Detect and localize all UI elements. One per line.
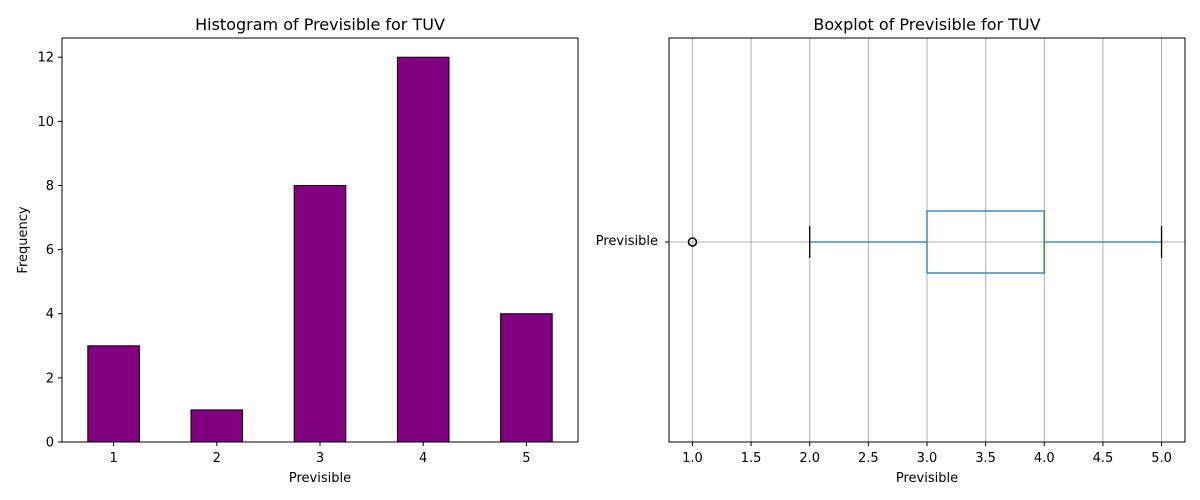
boxplot-x-tick-label: 3.5 bbox=[975, 451, 996, 466]
histogram-bars bbox=[87, 56, 553, 443]
boxplot-category-label: Previsible bbox=[596, 234, 658, 249]
histogram-bar bbox=[293, 184, 347, 443]
histogram-x-tick-label: 5 bbox=[522, 451, 530, 466]
boxplot-x-tick-label: 5.0 bbox=[1151, 451, 1172, 466]
histogram-bar bbox=[87, 345, 140, 443]
boxplot-x-tick-label: 2.5 bbox=[858, 451, 879, 466]
histogram-bar bbox=[396, 56, 450, 443]
histogram-y-tick-label: 8 bbox=[46, 179, 54, 194]
histogram-y-ticks: 0 2 4 6 8 10 12 bbox=[37, 51, 62, 451]
histogram-y-tick-label: 0 bbox=[46, 436, 54, 451]
histogram-y-tick-label: 10 bbox=[37, 115, 54, 130]
boxplot-x-ticks: 1.0 1.5 2.0 2.5 3.0 3.5 4.0 4.5 5.0 bbox=[665, 241, 1172, 466]
boxplot-elements bbox=[687, 210, 1163, 274]
histogram-x-label: Previsible bbox=[289, 471, 351, 486]
histogram-title: Histogram of Previsible for TUV bbox=[195, 15, 445, 34]
histogram-y-tick-label: 4 bbox=[46, 307, 54, 322]
boxplot-axes-frame bbox=[668, 37, 1186, 443]
histogram-y-label: Frequency bbox=[16, 206, 31, 273]
histogram-x-ticks: 1 2 3 4 5 bbox=[109, 442, 531, 466]
histogram-x-tick-label: 3 bbox=[316, 451, 324, 466]
histogram-x-tick-label: 4 bbox=[419, 451, 427, 466]
boxplot-outlier bbox=[687, 237, 698, 247]
boxplot-x-tick-label: 3.0 bbox=[917, 451, 938, 466]
boxplot-x-tick-label: 4.5 bbox=[1093, 451, 1114, 466]
histogram-x-tick-label: 1 bbox=[109, 451, 117, 466]
histogram-bar bbox=[190, 409, 244, 443]
histogram-y-tick-label: 2 bbox=[46, 371, 54, 386]
histogram-y-tick-label: 12 bbox=[37, 51, 54, 66]
boxplot-x-tick-label: 1.0 bbox=[682, 451, 703, 466]
boxplot-x-tick-label: 4.0 bbox=[1034, 451, 1055, 466]
boxplot-x-tick-label: 1.5 bbox=[741, 451, 762, 466]
boxplot-x-tick-label: 2.0 bbox=[799, 451, 820, 466]
histogram-y-tick-label: 6 bbox=[46, 243, 54, 258]
boxplot-panel: Boxplot of Previsible for TUV 1.0 1.5 2.0 2… bbox=[596, 15, 1186, 486]
boxplot-x-label: Previsible bbox=[896, 471, 958, 486]
boxplot-title: Boxplot of Previsible for TUV bbox=[813, 15, 1040, 34]
histogram-x-tick-label: 2 bbox=[213, 451, 221, 466]
histogram-axes-frame bbox=[61, 37, 579, 443]
histogram-bar bbox=[500, 313, 553, 443]
